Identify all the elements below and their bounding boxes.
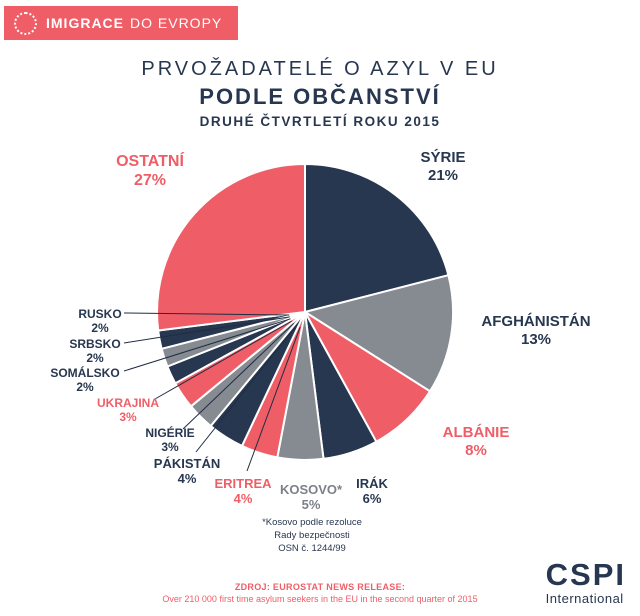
- kosovo-footnote: *Kosovo podle rezoluce Rady bezpečnosti …: [262, 517, 362, 555]
- leader-line-som-lsko: [123, 318, 291, 372]
- source-block: ZDROJ: EUROSTAT NEWS RELEASE: Over 210 0…: [0, 581, 640, 606]
- footnote-line1: *Kosovo podle rezoluce: [262, 517, 362, 528]
- eu-stars-icon: [14, 11, 37, 35]
- cspi-logo: CSPI International: [546, 559, 626, 606]
- footnote-line3: OSN č. 1244/99: [278, 542, 346, 554]
- leader-line-ukrajina: [154, 320, 293, 400]
- cspi-logo-sub: International: [545, 591, 624, 606]
- banner-title: IMIGRACE DO EVROPY: [46, 15, 222, 31]
- leader-line-srbsko: [123, 316, 290, 344]
- cspi-logo-name: CSPI: [545, 557, 626, 592]
- footnote-line2: Rady bezpečnosti: [274, 529, 350, 541]
- source-line2: Over 210 000 first time asylum seekers i…: [162, 594, 478, 605]
- banner: IMIGRACE DO EVROPY: [4, 6, 239, 40]
- leader-line-rusko: [123, 312, 290, 316]
- title-block: PRVOŽADATELÉ O AZYL V EU PODLE OBČANSTVÍ…: [0, 58, 640, 129]
- leader-line-p-kist-n: [195, 325, 297, 453]
- title-line3: DRUHÉ ČTVRTLETÍ ROKU 2015: [199, 114, 441, 129]
- pie-slice-ostatn: [156, 162, 306, 332]
- source-line1: ZDROJ: EUROSTAT NEWS RELEASE:: [234, 581, 406, 592]
- pie-slice-afgh-nist-n: [302, 273, 455, 393]
- banner-title-rest: DO EVROPY: [130, 15, 223, 31]
- leader-line-eritrea: [246, 327, 301, 472]
- banner-title-bold: IMIGRACE: [46, 15, 124, 31]
- leader-line-nig-rie: [182, 322, 295, 430]
- title-line1: PRVOŽADATELÉ O AZYL V EU: [141, 58, 499, 80]
- title-line2: PODLE OBČANSTVÍ: [199, 84, 441, 109]
- pie-slice-s-rie: [304, 162, 450, 314]
